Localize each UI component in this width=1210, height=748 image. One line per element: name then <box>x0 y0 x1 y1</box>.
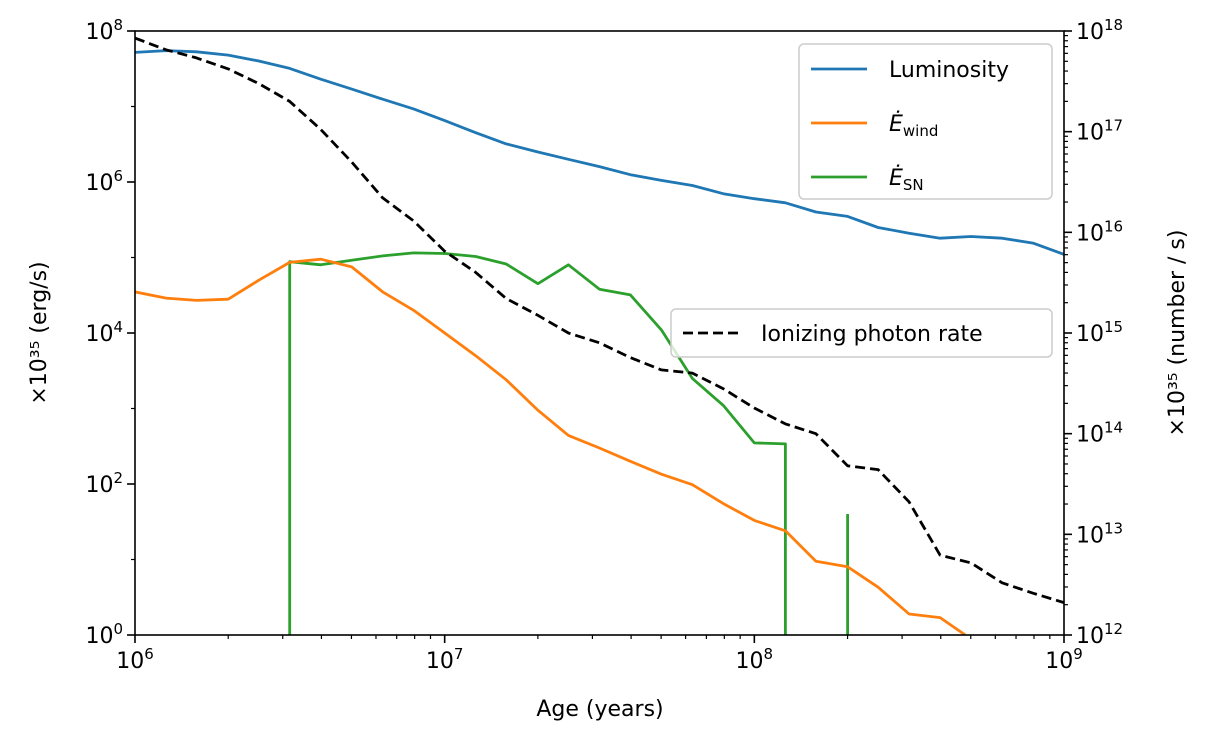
legend-label-luminosity: Luminosity <box>889 58 1009 83</box>
x-tick-label: 106 <box>116 645 154 674</box>
legend-layer: Luminosity Ėwind ĖSN Ionizing photon rate <box>670 43 1053 358</box>
y-tick-label: 100 <box>85 620 123 649</box>
series-line-e_sn-0 <box>288 251 787 635</box>
x-tick-label: 109 <box>1045 645 1083 674</box>
x-axis: 106 107 108 109 <box>116 635 1083 674</box>
x-tick-label: 108 <box>736 645 774 674</box>
series-line-e_wind <box>135 257 967 635</box>
y-axis-left: 100 102 104 106 108 <box>85 16 135 649</box>
x-tick-label: 107 <box>426 645 464 674</box>
series-layer <box>135 36 1064 635</box>
y-tick-label: 102 <box>85 469 123 498</box>
y-axis-right-label: ×10³⁵ (number / s) <box>1165 230 1190 437</box>
x-axis-label: Age (years) <box>536 697 663 722</box>
legend-label-e_wind: Ėwind <box>889 111 938 140</box>
y-tick-label: 106 <box>85 167 123 196</box>
y2-tick-label: 1012 <box>1076 620 1123 649</box>
legend-box <box>670 308 1053 358</box>
series-line-luminosity <box>135 49 1064 256</box>
y-axis-left-label: ×10³⁵ (erg/s) <box>27 261 52 404</box>
y2-tick-label: 1015 <box>1076 318 1123 347</box>
y2-tick-label: 1014 <box>1076 419 1123 448</box>
series-line-ionizing <box>135 36 1064 604</box>
legend-center-right: Ionizing photon rate <box>670 308 1053 358</box>
y-tick-label: 104 <box>85 318 123 347</box>
y2-tick-label: 1016 <box>1076 217 1123 246</box>
legend-box <box>798 43 1053 200</box>
y2-tick-label: 1013 <box>1076 519 1123 548</box>
legend-upper-right: Luminosity Ėwind ĖSN <box>798 43 1053 200</box>
legend-label-e_sn: ĖSN <box>889 165 924 194</box>
y2-tick-label: 1017 <box>1076 117 1123 146</box>
y-axis-right: 1012 1013 1014 1015 1016 1017 1018 <box>1064 16 1123 649</box>
y2-tick-label: 1018 <box>1076 16 1123 45</box>
legend-label-ionizing: Ionizing photon rate <box>761 322 983 347</box>
y-tick-label: 108 <box>85 16 123 45</box>
